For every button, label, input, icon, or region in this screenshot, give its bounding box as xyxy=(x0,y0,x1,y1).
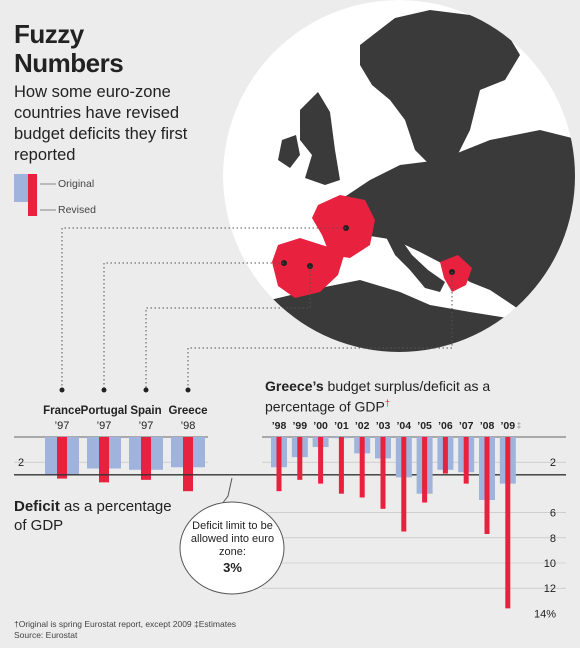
leader-portugal xyxy=(103,262,284,388)
greece-bar-revised xyxy=(401,437,407,532)
country-label-spain: Spain xyxy=(130,405,161,417)
greece-year-label: ’04 xyxy=(396,420,411,432)
country-label-portugal: Portugal xyxy=(81,405,128,417)
limit-callout-pointer xyxy=(221,477,233,505)
greece-year-label: ’08 xyxy=(480,420,495,432)
leader-end-dots xyxy=(59,387,191,393)
greece-year-label: ’01 xyxy=(334,420,349,432)
greece-bar-revised xyxy=(484,437,490,535)
map-continent xyxy=(340,130,575,320)
limit-callout xyxy=(179,477,285,595)
country-year-greece: ’98 xyxy=(181,420,196,432)
limit-callout-bubble xyxy=(179,501,285,595)
greece-chart-tick-label: 10 xyxy=(544,558,556,570)
greece-year-label: ’99 xyxy=(292,420,307,432)
greece-title-bold: Greece’s xyxy=(265,378,324,394)
country-label-greece: Greece xyxy=(168,405,207,417)
limit-note-text: Deficit limit to be allowed into euro zo… xyxy=(190,520,275,558)
greece-chart-title: Greece’s budget surplus/deficit as a per… xyxy=(265,378,545,416)
greece-bar-revised xyxy=(463,437,469,484)
greece-chart-tick-label: 8 xyxy=(550,533,556,545)
title-line-1: Fuzzy xyxy=(14,19,84,49)
map-ireland xyxy=(278,135,300,168)
greece-year-label: ’03 xyxy=(376,420,391,432)
greece-bar-revised xyxy=(276,437,282,492)
greece-bar-revised xyxy=(442,437,448,474)
left-chart-tick-label: 2 xyxy=(18,457,24,469)
greece-year-label: ’02 xyxy=(355,420,370,432)
map-italy xyxy=(385,235,445,292)
leader-dot-greece xyxy=(185,387,191,393)
greece-year-label: ’05 xyxy=(417,420,432,432)
map-uk xyxy=(300,92,340,185)
map-scandinavia xyxy=(360,10,520,165)
greece-bar-revised xyxy=(422,437,428,503)
greece-title-mark: † xyxy=(384,398,390,408)
country-year-portugal: ’97 xyxy=(97,420,112,432)
legend-revised-swatch xyxy=(28,174,37,216)
greece-chart-tick-label: 12 xyxy=(544,583,556,595)
map-leaders xyxy=(61,227,453,388)
greece-bar-revised xyxy=(505,437,511,609)
greece-chart-tick-label: 14% xyxy=(534,608,556,620)
greece-title-rest: budget surplus/deficit as a percentage o… xyxy=(265,378,491,415)
bar-revised-portugal xyxy=(99,437,109,483)
legend-revised-label: Revised xyxy=(58,204,96,216)
leader-greece xyxy=(187,272,453,388)
footnote-2: Source: Eurostat xyxy=(14,630,78,640)
greece-bar-revised xyxy=(338,437,344,494)
map-greece xyxy=(440,255,472,292)
footnote-1: †Original is spring Eurostat report, exc… xyxy=(14,619,237,629)
deficit-label-bold: Deficit xyxy=(14,498,60,515)
europe-map xyxy=(223,0,575,352)
leader-dot-france xyxy=(59,387,65,393)
deficit-axis-label: Deficit as a percentage of GDP xyxy=(14,497,184,535)
limit-note-value: 3% xyxy=(223,560,242,575)
country-year-spain: ’97 xyxy=(139,420,154,432)
greece-year-label: ’09 xyxy=(500,420,515,432)
greece-chart: 2 6 8 10 12 14% ’98 ’99 ’00 ’01 ’02 ’03 ’04 ’05 ’06 ’07… xyxy=(262,420,566,620)
bar-revised-france xyxy=(57,437,67,479)
greece-year-label: ’06 xyxy=(438,420,453,432)
leader-dot-spain xyxy=(143,387,149,393)
deficit-label-rest: as a percentage of GDP xyxy=(14,498,172,534)
greece-bar-revised xyxy=(297,437,303,480)
country-year-france: ’97 xyxy=(55,420,70,432)
limit-note: Deficit limit to be allowed into euro zo… xyxy=(185,520,280,574)
legend-original-swatch xyxy=(14,174,28,202)
chart-subtitle: How some euro-zone countries have revise… xyxy=(14,83,188,164)
leader-dot-portugal xyxy=(101,387,107,393)
leader-spain xyxy=(145,266,311,388)
left-chart: 2 France ’97 Portugal ’97 Spain ’97 Greece ’98 xyxy=(14,405,566,492)
bar-revised-spain xyxy=(141,437,151,480)
legend-original-label: Original xyxy=(58,178,95,190)
greece-chart-tick-label: 2 xyxy=(550,457,556,469)
greece-year-mark: ‡ xyxy=(517,421,521,430)
greece-bar-revised xyxy=(359,437,365,498)
greece-year-label: ’98 xyxy=(272,420,287,432)
country-label-france: France xyxy=(43,405,81,417)
greece-year-label: ’07 xyxy=(459,420,474,432)
chart-title: Fuzzy Numbers xyxy=(14,19,124,78)
greece-year-label: ’00 xyxy=(313,420,328,432)
leader-france xyxy=(61,227,346,388)
title-line-2: Numbers xyxy=(14,48,124,78)
bar-revised-greece xyxy=(183,437,193,492)
greece-chart-tick-label: 6 xyxy=(550,508,556,520)
greece-bar-revised xyxy=(318,437,324,484)
greece-bar-revised xyxy=(380,437,386,509)
map-north-africa xyxy=(230,280,575,352)
